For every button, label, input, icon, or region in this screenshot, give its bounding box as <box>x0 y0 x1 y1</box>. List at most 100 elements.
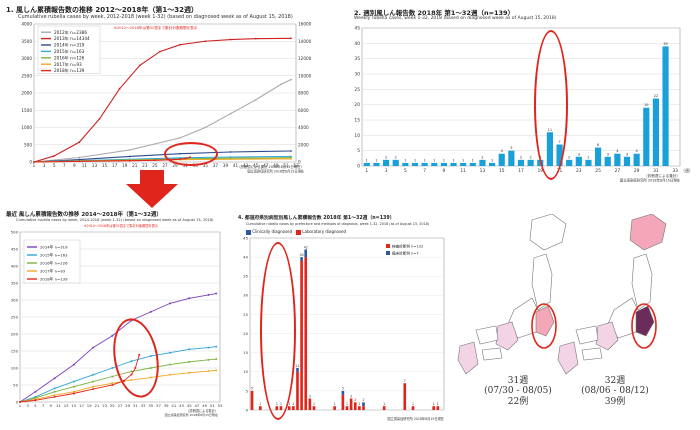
bar-lab-pref-33 <box>382 406 386 410</box>
bar-value-label: 1 <box>292 402 294 406</box>
series-point-0 <box>179 136 182 139</box>
bar-value-label: 3 <box>309 394 311 398</box>
series-point-5 <box>290 157 292 160</box>
x-tick-label: 15 <box>499 168 505 174</box>
y-tick-label: 25 <box>243 312 248 317</box>
bar-value-label: 6 <box>597 143 600 147</box>
y-tick-label: 0 <box>29 160 32 165</box>
series-point-1 <box>215 345 218 348</box>
x-tick-label: 11 <box>82 163 88 168</box>
map-week31-hokkaido <box>529 214 567 251</box>
series-point-0 <box>169 302 171 305</box>
map-week31-kyushu <box>457 341 479 375</box>
series-point-4 <box>34 399 37 402</box>
panel-weekly-2018: 2. 週別風しん報告数 2018年 第1～32週（n=139） Weekly r… <box>344 4 696 184</box>
legend-label: 2015年 n=163 <box>54 48 85 55</box>
y-tick-label: 30 <box>354 72 360 78</box>
inner-legend-swatch-lab <box>386 244 390 248</box>
bar-week-28 <box>623 156 631 166</box>
x-tick-label: 43 <box>243 163 249 168</box>
series-line-4 <box>19 354 140 403</box>
x-tick-label: 29 <box>172 163 178 168</box>
panel1-source2: 国立感染症研究所 2018年8月15日現在 <box>247 169 304 174</box>
legend-label: 2016年 n=126 <box>40 261 68 266</box>
series-point-6 <box>128 159 131 162</box>
y2-tick-label: 14000 <box>298 39 312 44</box>
x-tick-label: 25 <box>110 403 115 408</box>
bar-value-label: 40 <box>300 253 304 257</box>
bar-week-31 <box>652 98 659 166</box>
bar-value-label: 1 <box>443 158 445 162</box>
bar-clin-pref-12 <box>296 367 299 372</box>
bar-value-label: 1 <box>423 158 425 162</box>
week32-label: 32週 <box>604 376 626 386</box>
y2-tick-label: 2000 <box>298 142 309 147</box>
series-point-4 <box>19 401 21 403</box>
series-point-2 <box>130 370 133 373</box>
x-unit-label: （週） <box>681 167 693 173</box>
legend-lab-label: Laboratory diagnosed <box>302 229 347 234</box>
series-point-4 <box>111 384 114 386</box>
bar-value-label: 3 <box>578 152 580 156</box>
panel3-source2: 国立感染症研究所 2018年8月15日現在 <box>165 412 218 417</box>
y2-tick-label: 10000 <box>298 73 312 78</box>
x-tick-label: 19 <box>122 163 128 168</box>
bar-week-24 <box>585 159 592 166</box>
panel4-title: 4. 都道府県別病型別風しん累積報告数 2018年 第1～32週（n=139） <box>238 216 395 221</box>
map-week32-kanto <box>635 305 655 337</box>
series-point-4 <box>92 388 95 391</box>
x-tick-label: 47 <box>263 163 269 168</box>
bar-week-10 <box>450 162 457 166</box>
series-point-3 <box>207 370 210 373</box>
x-tick-label: 17 <box>79 403 84 408</box>
series-point-5 <box>229 158 232 161</box>
bar-lab-pref-28 <box>362 406 365 410</box>
panel3-subtitle: Cumulative rubella cases by week, 2014-2… <box>16 218 214 222</box>
week32-count: 39例 <box>604 396 626 407</box>
bar-value-label: 2 <box>587 155 589 159</box>
legend-clinical-label: Clinically diagnosed <box>252 229 293 234</box>
y-tick-label: 20 <box>354 102 360 108</box>
bar-lab-pref-40 <box>411 406 415 410</box>
series-point-3 <box>53 394 56 397</box>
y-tick-label: 35 <box>243 274 248 279</box>
y-tick-label: 45 <box>243 235 248 240</box>
bar-value-label: 3 <box>350 394 352 398</box>
bar-value-label: 2 <box>568 155 570 159</box>
y-tick-label: 350 <box>11 281 19 286</box>
bar-value-label: 5 <box>251 387 253 391</box>
x-tick-label: 25 <box>152 163 158 168</box>
map-week31-shikoku <box>481 347 503 361</box>
series-point-2 <box>128 155 131 158</box>
series-point-6 <box>154 159 156 162</box>
series-point-0 <box>229 112 232 115</box>
bar-lab-pref-21 <box>333 406 336 410</box>
x-tick-label: 7 <box>423 168 426 174</box>
x-tick-label: 17 <box>518 168 524 174</box>
bar-lab-pref-15 <box>308 398 312 410</box>
series-point-1 <box>207 346 210 349</box>
bar-week-7 <box>421 162 428 166</box>
bar-value-label: 4 <box>616 149 619 153</box>
panel1-source: （診断週による集計 2018年8月15日現在） <box>237 164 304 169</box>
x-tick-label: 45 <box>187 403 192 408</box>
series-line-2 <box>19 358 217 403</box>
bar-lab-pref-1 <box>250 390 254 410</box>
bar-value-label: 1 <box>358 402 360 406</box>
map-week32-kyushu <box>557 341 579 375</box>
series-point-4 <box>134 367 137 369</box>
series-point-0 <box>188 297 191 300</box>
series-point-1 <box>53 387 56 390</box>
bar-week-30 <box>643 107 650 166</box>
series-point-4 <box>122 379 125 382</box>
series-point-0 <box>128 149 131 151</box>
series-point-0 <box>215 292 218 295</box>
chart-cumulative-2012-2018: 0 500 1000 1500 2000 2500 3000 3500 4000 0 2000 400… <box>21 22 312 174</box>
bar-week-12 <box>469 162 476 166</box>
bar-week-27 <box>614 153 621 166</box>
map-caption-week32: 32週 (08/06 - 08/12) 39例 <box>572 376 658 407</box>
bar-value-label: 1 <box>433 402 435 406</box>
bar-clin-pref-14 <box>304 249 308 258</box>
bar-week-5 <box>402 162 409 166</box>
map-week31-kinki <box>495 321 519 351</box>
